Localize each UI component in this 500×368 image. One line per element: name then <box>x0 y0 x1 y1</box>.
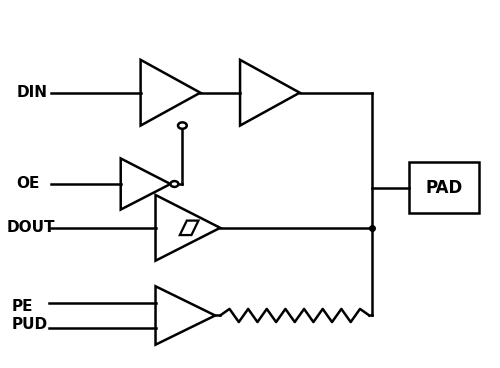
Text: OE: OE <box>16 177 40 191</box>
Text: PAD: PAD <box>426 178 463 197</box>
Circle shape <box>170 181 178 187</box>
Circle shape <box>178 122 187 129</box>
Text: PUD: PUD <box>12 317 48 332</box>
Bar <box>409 162 478 213</box>
Text: DIN: DIN <box>16 85 48 100</box>
Text: DOUT: DOUT <box>6 220 55 235</box>
Text: PE: PE <box>12 299 33 314</box>
